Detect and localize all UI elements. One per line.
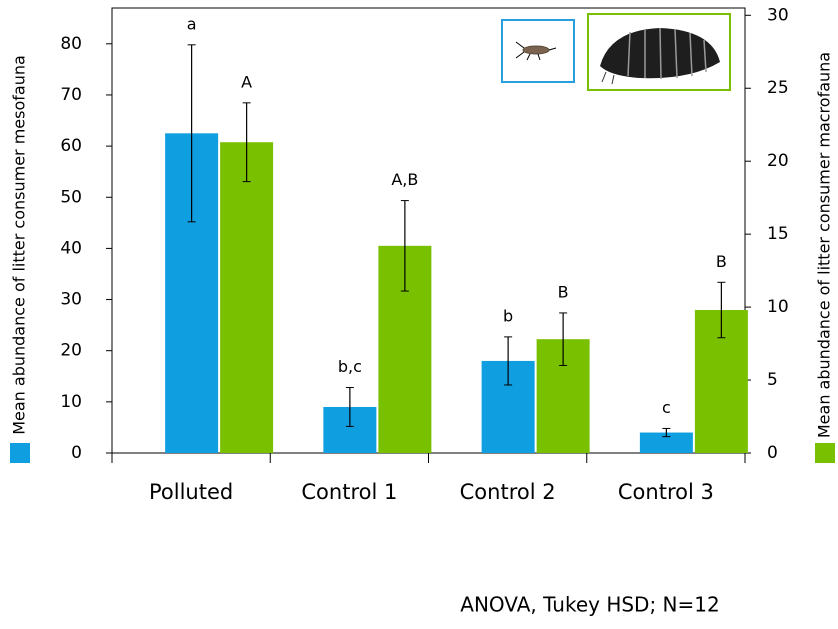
significance-letter: c (662, 398, 671, 417)
y2-tick-label: 10 (767, 297, 789, 317)
bar (639, 432, 693, 453)
y-tick-label: 40 (60, 238, 82, 258)
y2-tick-label: 15 (767, 224, 789, 244)
y2-tick-label: 0 (767, 443, 778, 463)
bar (220, 142, 274, 454)
x-tick-label: Control 2 (460, 480, 556, 504)
significance-letter: A,B (391, 170, 418, 189)
y-tick-label: 50 (60, 187, 82, 207)
significance-letter: b (503, 306, 513, 325)
y2-tick-label: 5 (767, 370, 778, 390)
mesofauna-icon (515, 41, 557, 61)
x-tick-label: Control 3 (618, 480, 714, 504)
x-tick-label: Polluted (149, 480, 233, 504)
axis-title: Mean abundance of litter consumer mesofa… (10, 55, 29, 435)
significance-letter: A (241, 72, 252, 91)
significance-letter: a (187, 14, 197, 33)
y2-tick-label: 30 (767, 5, 789, 25)
y-tick-label: 20 (60, 341, 82, 361)
y-tick-label: 0 (71, 443, 82, 463)
axis-title: Mean abundance of litter consumer macrof… (815, 52, 834, 438)
y2-tick-label: 20 (767, 151, 789, 171)
x-tick-label: Control 1 (301, 480, 397, 504)
y-tick-label: 10 (60, 392, 82, 412)
significance-letter: B (716, 252, 727, 271)
significance-letter: B (558, 282, 569, 301)
y2-tick-label: 25 (767, 78, 789, 98)
legend-swatch (815, 443, 835, 463)
y-tick-label: 80 (60, 34, 82, 54)
macrofauna-icon-frame (587, 13, 731, 91)
y-tick-label: 30 (60, 290, 82, 310)
annotation: ANOVA, Tukey HSD; N=12 (460, 593, 719, 617)
mesofauna-icon-frame (501, 19, 575, 83)
y-tick-label: 60 (60, 136, 82, 156)
macrofauna-icon (600, 27, 720, 85)
significance-letter: b,c (338, 357, 362, 376)
legend-swatch (10, 443, 30, 463)
y-tick-label: 70 (60, 85, 82, 105)
